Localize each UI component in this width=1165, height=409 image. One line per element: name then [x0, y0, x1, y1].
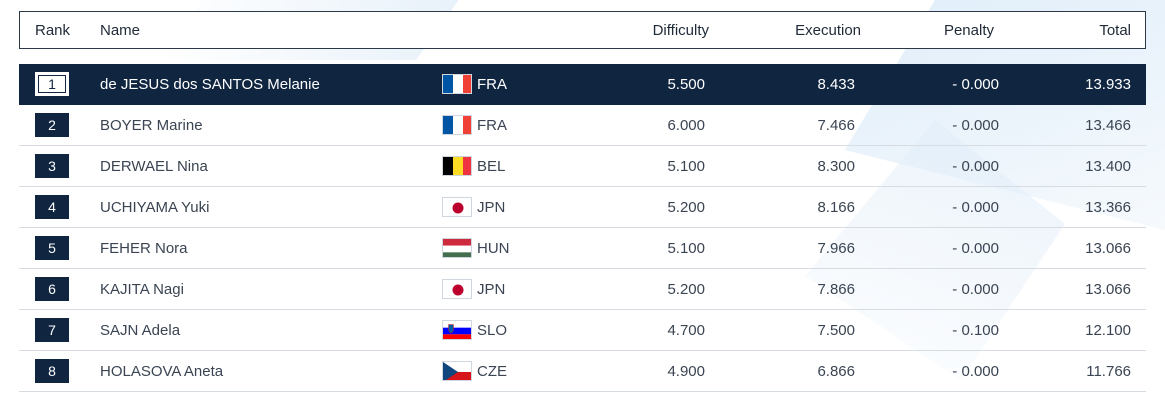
athlete-name[interactable]: KAJITA Nagi	[100, 281, 184, 298]
execution-score: 7.500	[817, 322, 855, 339]
rank-badge: 4	[35, 195, 69, 219]
hun-flag-icon	[442, 238, 472, 258]
country-code: FRA	[477, 76, 507, 93]
header-total: Total	[1099, 22, 1131, 39]
total-score: 13.933	[1085, 76, 1131, 93]
rank-badge: 3	[35, 154, 69, 178]
fra-flag-icon	[442, 74, 472, 94]
jpn-flag-icon	[442, 279, 472, 299]
execution-score: 7.866	[817, 281, 855, 298]
difficulty-score: 4.700	[667, 322, 705, 339]
country-code: FRA	[477, 117, 507, 134]
difficulty-score: 4.900	[667, 363, 705, 380]
difficulty-score: 6.000	[667, 117, 705, 134]
rank-badge: 5	[35, 236, 69, 260]
table-row[interactable]: 2 BOYER Marine FRA 6.000 7.466 - 0.000 13.466	[19, 105, 1146, 146]
athlete-name[interactable]: SAJN Adela	[100, 322, 181, 339]
table-row[interactable]: 6 KAJITA Nagi JPN 5.200 7.866 - 0.000 13.066	[19, 269, 1146, 310]
bel-flag-icon	[442, 156, 472, 176]
header-penalty: Penalty	[943, 22, 994, 39]
table-row[interactable]: 4 UCHIYAMA Yuki JPN 5.200 8.166 - 0.000 13.366	[19, 187, 1146, 228]
total-score: 13.066	[1085, 281, 1131, 298]
cze-flag-icon	[442, 361, 472, 381]
total-score: 11.766	[1086, 363, 1131, 380]
header-name: Name	[100, 22, 141, 39]
difficulty-score: 5.500	[667, 76, 705, 93]
table-row[interactable]: 3 DERWAEL Nina BEL 5.100 8.300 - 0.000 13.400	[19, 146, 1146, 187]
results-table-header: Rank Name Difficulty Execution Penalty T…	[19, 11, 1146, 49]
rank-badge: 2	[35, 113, 69, 137]
rank-badge: 1	[35, 72, 69, 96]
penalty-score: - 0.000	[952, 363, 999, 380]
difficulty-score: 5.100	[667, 240, 705, 257]
country-code: BEL	[477, 158, 506, 175]
athlete-name[interactable]: HOLASOVA Aneta	[100, 363, 224, 380]
execution-score: 7.966	[817, 240, 855, 257]
total-score: 13.366	[1085, 199, 1131, 216]
penalty-score: - 0.000	[952, 281, 999, 298]
penalty-score: - 0.000	[952, 117, 999, 134]
slo-flag-icon	[442, 320, 472, 340]
table-row[interactable]: 8 HOLASOVA Aneta CZE 4.900 6.866 - 0.000 11.76…	[19, 351, 1146, 392]
country-code: CZE	[477, 363, 507, 380]
athlete-name[interactable]: BOYER Marine	[100, 117, 203, 134]
difficulty-score: 5.200	[667, 281, 705, 298]
total-score: 13.400	[1085, 158, 1131, 175]
execution-score: 8.433	[817, 76, 855, 93]
table-row[interactable]: 5 FEHER Nora HUN 5.100 7.966 - 0.000 13.066	[19, 228, 1146, 269]
jpn-flag-icon	[442, 197, 472, 217]
country-code: SLO	[477, 322, 508, 339]
penalty-score: - 0.000	[952, 199, 999, 216]
header-rank: Rank	[35, 22, 71, 39]
execution-score: 6.866	[817, 363, 855, 380]
difficulty-score: 5.100	[667, 158, 705, 175]
fra-flag-icon	[442, 115, 472, 135]
penalty-score: - 0.100	[952, 322, 999, 339]
penalty-score: - 0.000	[952, 240, 999, 257]
rank-badge: 7	[35, 318, 69, 342]
table-row[interactable]: 7 SAJN Adela SLO 4.700 7.500 - 0.100 12.100	[19, 310, 1146, 351]
athlete-name[interactable]: de JESUS dos SANTOS Melanie	[100, 76, 320, 93]
athlete-name[interactable]: UCHIYAMA Yuki	[100, 199, 210, 216]
execution-score: 8.300	[817, 158, 855, 175]
difficulty-score: 5.200	[667, 199, 705, 216]
table-row[interactable]: 1 de JESUS dos SANTOS Melanie FRA 5.500 8.43…	[19, 64, 1146, 105]
header-difficulty: Difficulty	[652, 22, 709, 39]
country-code: HUN	[477, 240, 510, 257]
total-score: 12.100	[1085, 322, 1131, 339]
execution-score: 8.166	[817, 199, 855, 216]
header-execution: Execution	[795, 22, 861, 39]
country-code: JPN	[477, 199, 506, 216]
penalty-score: - 0.000	[952, 158, 999, 175]
rank-badge: 6	[35, 277, 69, 301]
penalty-score: - 0.000	[952, 76, 999, 93]
total-score: 13.466	[1085, 117, 1131, 134]
total-score: 13.066	[1085, 240, 1131, 257]
rank-badge: 8	[35, 359, 69, 383]
country-code: JPN	[477, 281, 506, 298]
athlete-name[interactable]: DERWAEL Nina	[100, 158, 208, 175]
athlete-name[interactable]: FEHER Nora	[100, 240, 188, 257]
execution-score: 7.466	[817, 117, 855, 134]
